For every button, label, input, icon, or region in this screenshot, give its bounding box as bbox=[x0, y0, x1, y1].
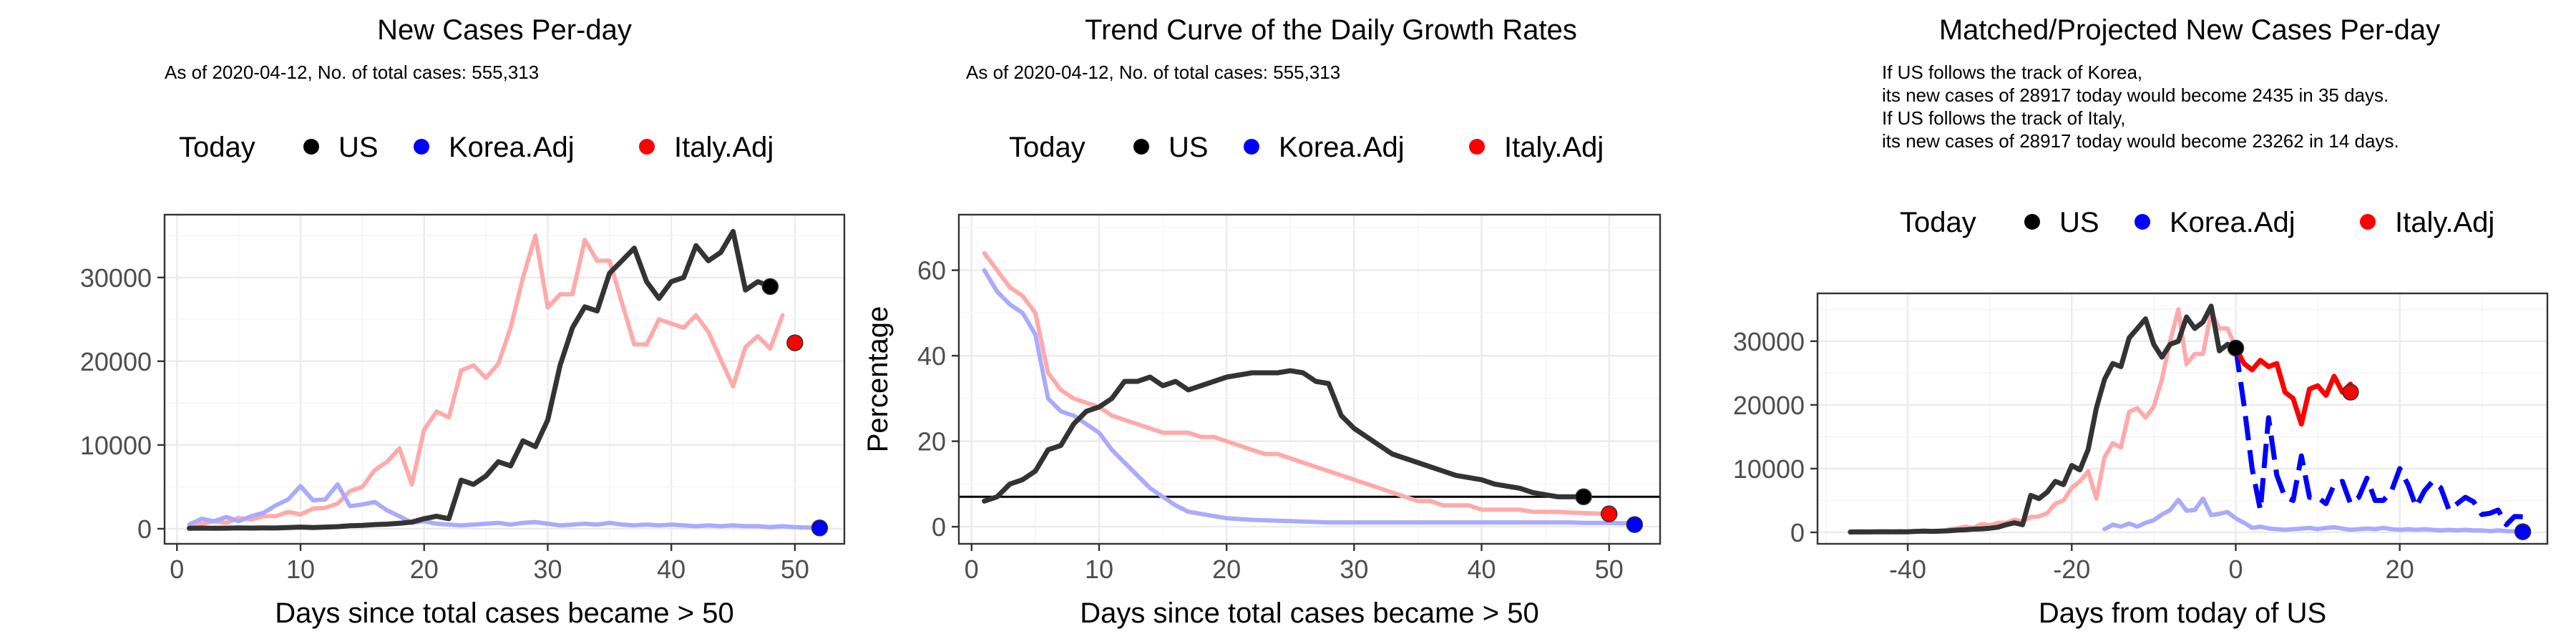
x-tick-label: 20 bbox=[410, 555, 439, 584]
chart-subtitle: As of 2020-04-12, No. of total cases: 55… bbox=[966, 62, 1340, 83]
series-line-korea-adj-dashed bbox=[2233, 347, 2523, 527]
series-line-korea-adj-faded bbox=[187, 482, 822, 530]
chart-3: Matched/Projected New Cases Per-day If US… bbox=[1733, 14, 2549, 629]
series-line-korea-adj-faded bbox=[2102, 496, 2525, 535]
x-axis-label: Days since total cases became > 50 bbox=[1080, 597, 1538, 629]
legend-entry: Italy.Adj bbox=[674, 132, 774, 163]
panel-border bbox=[1816, 292, 2549, 545]
plot-area bbox=[187, 228, 822, 531]
data-point-italy-adj bbox=[2342, 384, 2359, 401]
x-tick-label: 0 bbox=[170, 555, 184, 584]
x-tick-label: 10 bbox=[286, 555, 315, 584]
chart-title: Trend Curve of the Daily Growth Rates bbox=[1085, 14, 1577, 46]
x-tick-label: 20 bbox=[1212, 555, 1241, 584]
axes: 0 10 20 30 40 50 0 10000 20000 30000 bbox=[80, 263, 809, 584]
x-tick-label: -20 bbox=[2053, 555, 2090, 584]
chart-subtitle: If US follows the track of Italy, bbox=[1882, 107, 2126, 129]
y-tick-label: 30000 bbox=[1733, 327, 1805, 356]
x-tick-label: 50 bbox=[1595, 555, 1624, 584]
y-tick-label: 30000 bbox=[80, 263, 152, 293]
data-point-korea-adj bbox=[2514, 523, 2532, 540]
x-tick-label: 0 bbox=[965, 555, 979, 584]
series-line-italy-adj-faded bbox=[187, 233, 785, 527]
legend-entry: Korea.Adj bbox=[2170, 207, 2296, 238]
plot-area bbox=[959, 250, 1660, 526]
legend-entry: US bbox=[1169, 132, 1209, 163]
chart-subtitle: If US follows the track of Korea, bbox=[1882, 62, 2142, 83]
x-tick-label: -40 bbox=[1889, 555, 1926, 584]
y-tick-label: 10000 bbox=[80, 431, 152, 460]
y-tick-label: 20000 bbox=[80, 347, 152, 376]
y-tick-label: 10000 bbox=[1733, 454, 1805, 484]
legend-entry: Italy.Adj bbox=[1504, 132, 1604, 163]
legend-entry: US bbox=[2059, 207, 2099, 238]
axes: -40 -20 0 20 0 10000 20000 30000 bbox=[1733, 327, 2414, 584]
y-tick-label: 60 bbox=[917, 256, 946, 286]
y-tick-label: 20 bbox=[917, 427, 946, 457]
y-tick-label: 0 bbox=[932, 512, 946, 542]
data-point-korea-adj bbox=[811, 519, 829, 537]
legend-key-korea-adj bbox=[2135, 214, 2150, 230]
series-line-italy-adj-faded bbox=[1946, 307, 2238, 532]
chart-subtitle: As of 2020-04-12, No. of total cases: 55… bbox=[165, 62, 539, 83]
legend: Today US Korea.Adj Italy.Adj bbox=[1009, 132, 1604, 163]
data-point-korea-adj bbox=[1626, 516, 1644, 533]
x-tick-label: 10 bbox=[1085, 555, 1113, 584]
series-line-italy-adj-solid-bright bbox=[2233, 345, 2353, 427]
y-axis-label: Percentage bbox=[862, 306, 894, 453]
legend-title: Today bbox=[1900, 207, 1976, 238]
legend-entry: Italy.Adj bbox=[2395, 207, 2494, 238]
y-tick-label: 0 bbox=[137, 514, 152, 544]
series-line-korea-adj-faded bbox=[982, 268, 1637, 526]
x-tick-label: 30 bbox=[533, 555, 562, 584]
legend: Today US Korea.Adj Italy.Adj bbox=[179, 132, 774, 163]
series-line-us-solid bbox=[982, 368, 1586, 504]
chart-1: New Cases Per-day As of 2020-04-12, No. o… bbox=[80, 14, 846, 629]
data-point-us bbox=[761, 278, 779, 296]
legend-key-italy-adj bbox=[639, 139, 655, 155]
panel-border bbox=[163, 213, 846, 545]
legend-title: Today bbox=[179, 132, 255, 163]
legend-key-us bbox=[1133, 139, 1149, 155]
series-line-us-solid bbox=[187, 228, 773, 531]
panel-border bbox=[957, 213, 1662, 545]
chart-title: New Cases Per-day bbox=[377, 14, 632, 46]
legend-key-us bbox=[303, 139, 319, 155]
data-point-us bbox=[2227, 339, 2245, 357]
series-line-us-solid bbox=[1848, 303, 2238, 535]
data-point-us bbox=[1575, 488, 1592, 506]
x-tick-label: 40 bbox=[1468, 555, 1496, 584]
legend-key-us bbox=[2024, 214, 2040, 230]
x-tick-label: 20 bbox=[2386, 555, 2414, 584]
x-axis-label: Days from today of US bbox=[2039, 597, 2326, 629]
x-tick-label: 0 bbox=[2228, 555, 2243, 584]
legend-key-italy-adj bbox=[2360, 214, 2376, 230]
axes: 0 10 20 30 40 50 0 20 40 60 bbox=[917, 256, 1624, 584]
x-tick-label: 40 bbox=[657, 555, 686, 584]
x-tick-label: 30 bbox=[1340, 555, 1368, 584]
legend-entry: Korea.Adj bbox=[449, 132, 575, 163]
legend-key-korea-adj bbox=[1244, 139, 1259, 155]
x-tick-label: 50 bbox=[781, 555, 809, 584]
legend: Today US Korea.Adj Italy.Adj bbox=[1900, 207, 2494, 238]
chart-subtitle: its new cases of 28917 today would becom… bbox=[1882, 84, 2389, 106]
data-point-italy-adj bbox=[1600, 505, 1618, 522]
legend-key-italy-adj bbox=[1469, 139, 1485, 155]
chart-2: Trend Curve of the Daily Growth Rates As … bbox=[862, 14, 1662, 629]
x-axis-label: Days since total cases became > 50 bbox=[275, 597, 733, 629]
y-tick-label: 20000 bbox=[1733, 391, 1805, 420]
legend-key-korea-adj bbox=[414, 139, 429, 155]
y-tick-label: 0 bbox=[1790, 518, 1805, 547]
data-point-italy-adj bbox=[786, 334, 804, 351]
chart-subtitle: its new cases of 28917 today would becom… bbox=[1882, 130, 2399, 152]
y-tick-label: 40 bbox=[917, 341, 946, 371]
plot-area bbox=[1848, 303, 2525, 535]
chart-title: Matched/Projected New Cases Per-day bbox=[1939, 14, 2440, 46]
legend-title: Today bbox=[1009, 132, 1085, 163]
legend-entry: Korea.Adj bbox=[1279, 132, 1405, 163]
legend-entry: US bbox=[338, 132, 379, 163]
series-line-italy-adj-faded bbox=[982, 250, 1611, 517]
gridlines bbox=[959, 215, 1660, 544]
